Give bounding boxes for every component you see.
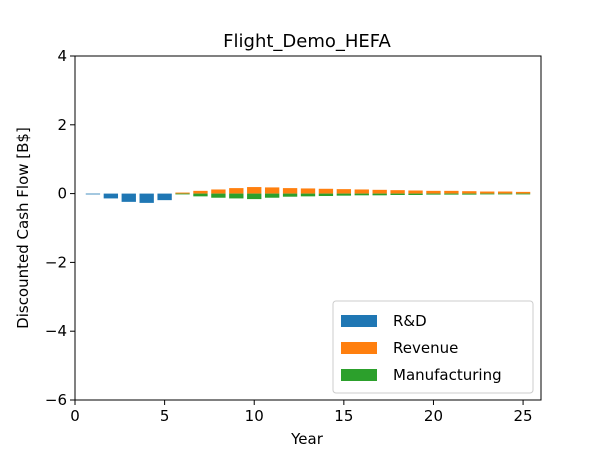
x-tick-label: 5 — [160, 407, 170, 425]
x-tick-label: 0 — [70, 407, 80, 425]
bar-r-d-year-5 — [157, 193, 172, 201]
bar-r-d-year-2 — [103, 193, 119, 199]
bar-manufacturing-year-10 — [247, 193, 262, 200]
bar-revenue-year-18 — [390, 190, 405, 194]
bar-manufacturing-year-8 — [211, 193, 226, 198]
bar-manufacturing-year-23 — [480, 193, 495, 195]
bar-manufacturing-year-16 — [354, 193, 369, 196]
bar-revenue-year-20 — [426, 190, 441, 194]
bar-manufacturing-year-25 — [515, 193, 531, 195]
plot-frame — [74, 55, 542, 401]
bar-revenue-year-12 — [282, 188, 298, 194]
y-tick-label: 4 — [57, 47, 67, 65]
y-axis-label: Discounted Cash Flow [B$] — [14, 127, 32, 329]
x-tick-label: 15 — [334, 407, 353, 425]
x-axis-label: Year — [290, 430, 324, 448]
bar-manufacturing-year-17 — [372, 193, 387, 196]
x-tick-label: 10 — [245, 407, 264, 425]
legend-swatch-manufacturing — [341, 369, 377, 381]
bar-manufacturing-year-13 — [300, 193, 316, 197]
bar-revenue-year-8 — [211, 189, 226, 194]
legend-swatch-r-d — [341, 315, 377, 327]
bar-manufacturing-year-18 — [390, 193, 405, 195]
bar-manufacturing-year-19 — [408, 193, 423, 195]
bar-revenue-year-10 — [247, 187, 262, 194]
legend-label-revenue: Revenue — [393, 339, 458, 357]
bar-r-d-year-3 — [121, 193, 136, 202]
bar-manufacturing-year-15 — [336, 193, 352, 196]
bar-manufacturing-year-21 — [444, 193, 459, 195]
axes-layer: 0 5 10 15 20 25 −6 −4 −2 0 2 4 — [45, 47, 542, 425]
bar-revenue-year-24 — [497, 191, 513, 194]
bar-revenue-year-17 — [372, 189, 387, 194]
bar-manufacturing-year-12 — [282, 193, 298, 197]
bar-manufacturing-year-9 — [229, 193, 244, 199]
bar-manufacturing-year-24 — [497, 193, 513, 195]
bar-manufacturing-year-14 — [318, 193, 334, 197]
bar-revenue-year-7 — [193, 190, 208, 194]
y-tick-label: 2 — [57, 116, 67, 134]
y-tick-label: −2 — [45, 253, 67, 271]
bar-manufacturing-year-7 — [193, 193, 208, 197]
legend-label-manufacturing: Manufacturing — [393, 366, 502, 384]
bar-revenue-year-25 — [515, 191, 531, 194]
bar-r-d-year-4 — [139, 193, 154, 203]
bar-manufacturing-year-6 — [175, 193, 190, 195]
bar-revenue-year-14 — [318, 188, 334, 194]
bar-manufacturing-year-20 — [426, 193, 441, 195]
bar-revenue-year-23 — [480, 191, 495, 194]
legend-label-r-d: R&D — [393, 312, 427, 330]
legend: R&D Revenue Manufacturing — [332, 300, 534, 394]
bar-revenue-year-11 — [264, 187, 280, 194]
bar-revenue-year-15 — [336, 189, 352, 194]
bar-revenue-year-6 — [175, 192, 190, 194]
bar-manufacturing-year-11 — [264, 193, 280, 198]
x-tick-label: 25 — [514, 407, 533, 425]
bar-revenue-year-21 — [444, 190, 459, 194]
bar-revenue-year-19 — [408, 190, 423, 194]
bar-revenue-year-16 — [354, 189, 369, 194]
legend-box — [332, 300, 534, 394]
bars-layer — [85, 187, 531, 203]
bar-revenue-year-9 — [229, 188, 244, 194]
y-tick-label: −6 — [45, 391, 67, 409]
y-tick-label: 0 — [57, 185, 67, 203]
bar-manufacturing-year-22 — [462, 193, 477, 195]
bar-revenue-year-22 — [462, 191, 477, 194]
chart-title: Flight_Demo_HEFA — [223, 31, 391, 52]
x-tick-label: 20 — [424, 407, 443, 425]
bar-revenue-year-13 — [300, 188, 316, 194]
y-tick-label: −4 — [45, 322, 67, 340]
legend-swatch-revenue — [341, 342, 377, 354]
bar-r-d-year-1 — [85, 193, 101, 195]
